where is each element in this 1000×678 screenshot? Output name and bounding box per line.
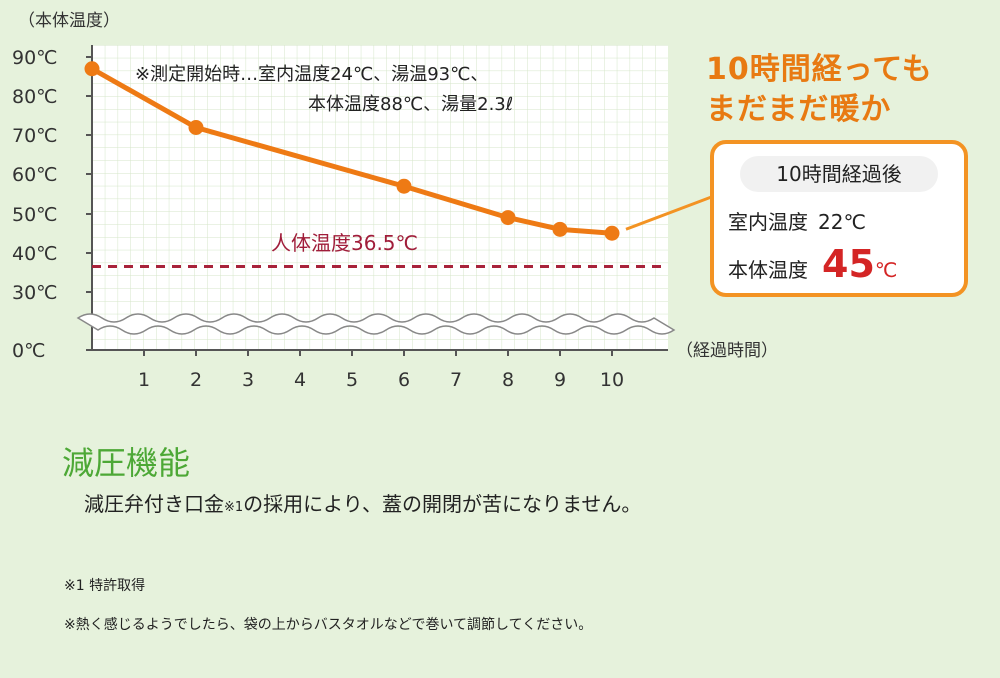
section-body-start: 減圧弁付き口金 (84, 492, 224, 516)
section-body: 減圧弁付き口金※1の採用により、蓋の開閉が苦になりません。 (84, 488, 641, 517)
x-tick-label: 8 (502, 369, 514, 391)
y-tick-label: 40℃ (12, 243, 58, 265)
y-tick-label: 80℃ (12, 86, 58, 108)
data-point (188, 120, 204, 135)
x-tick-label: 6 (398, 369, 410, 391)
room-temperature-row: 室内温度 22℃ (728, 206, 866, 235)
y-tick-label: 60℃ (12, 164, 58, 186)
data-point (500, 210, 516, 226)
human-temperature-label: 人体温度36.5℃ (271, 231, 418, 255)
axis-break (76, 313, 676, 335)
y-tick-label: 90℃ (12, 47, 58, 69)
body-temperature-value: 45 (822, 242, 875, 286)
data-point (84, 61, 100, 77)
y-tick-label: 50℃ (12, 204, 58, 226)
headline-line1: 10時間経っても (706, 52, 933, 87)
measurement-note-line2: 本体温度88℃、湯量2.3ℓ (308, 94, 513, 115)
body-temperature-label: 本体温度 (728, 258, 808, 282)
data-point (396, 178, 412, 194)
callout-title: 10時間経過後 (740, 156, 938, 192)
y-axis-title: （本体温度） (18, 11, 120, 31)
room-temperature-value: 22℃ (818, 210, 866, 234)
body-temperature-row: 本体温度 45℃ (728, 242, 897, 286)
body-temperature-unit: ℃ (874, 258, 898, 282)
x-tick-label: 10 (600, 369, 624, 391)
room-temperature-label: 室内温度 (728, 210, 808, 234)
x-tick-label: 9 (554, 369, 566, 391)
x-tick-label: 1 (138, 369, 150, 391)
x-tick-label: 5 (346, 369, 358, 391)
plot-grid (92, 45, 668, 350)
x-tick-label: 2 (190, 369, 202, 391)
y-tick-label: 0℃ (12, 340, 45, 362)
x-tick-label: 7 (450, 369, 462, 391)
x-tick-label: 3 (242, 369, 254, 391)
measurement-note-line1: ※測定開始時…室内温度24℃、湯温93℃、 (135, 64, 488, 85)
footnote-mark: ※1 (224, 500, 244, 515)
footnote-usage: ※熱く感じるようでしたら、袋の上からバスタオルなどで巻いて調節してください。 (64, 617, 593, 633)
series-line (90, 66, 613, 236)
y-tick-label: 70℃ (12, 125, 58, 147)
result-callout: 10時間経過後 室内温度 22℃ 本体温度 45℃ (710, 140, 968, 297)
footnote-patent: ※1 特許取得 (64, 578, 146, 594)
x-axis-title: （経過時間） (676, 341, 778, 361)
data-point (604, 225, 620, 241)
section-body-end: の採用により、蓋の開閉が苦になりません。 (243, 492, 642, 516)
headline-line2: まだまだ暖か (706, 92, 892, 127)
y-tick-label: 30℃ (12, 282, 58, 304)
section-title: 減圧機能 (62, 444, 191, 482)
x-tick-label: 4 (294, 369, 306, 391)
data-point (552, 221, 568, 237)
